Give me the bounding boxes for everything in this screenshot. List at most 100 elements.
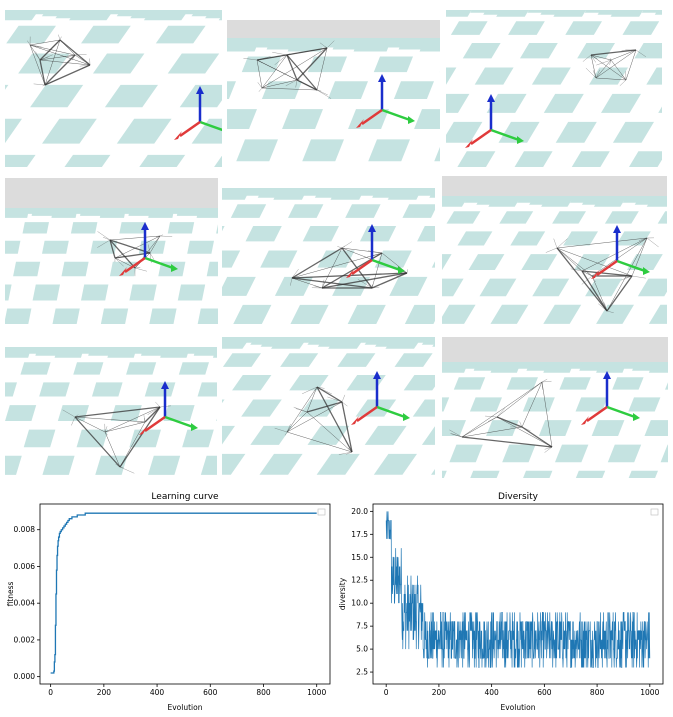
floor-tile xyxy=(197,308,218,324)
structure-cable xyxy=(619,79,627,86)
floor-tile xyxy=(260,250,298,268)
y-tick-label: 7.5 xyxy=(356,622,368,631)
y-tick-label: 17.5 xyxy=(351,530,368,539)
structure-cable xyxy=(371,286,380,289)
floor-tile xyxy=(5,347,32,358)
floor-tile xyxy=(442,470,447,478)
structure-cable xyxy=(544,446,553,453)
structure-cable xyxy=(449,429,463,438)
floor-tile xyxy=(30,84,84,108)
floor-tile xyxy=(446,93,470,113)
plot-frame xyxy=(39,503,331,685)
floor-tile xyxy=(403,375,435,391)
floor-tile xyxy=(302,139,344,162)
structure-cable xyxy=(610,58,612,61)
render-panel-9-scene xyxy=(442,337,668,478)
floor-tile xyxy=(328,337,365,349)
floor-tile xyxy=(57,405,89,421)
structure-cable xyxy=(368,250,383,254)
structure-cable xyxy=(257,82,263,89)
structure-edge xyxy=(556,247,633,277)
floor-tile xyxy=(222,425,235,445)
floor-tile xyxy=(610,10,644,17)
floor-tile xyxy=(138,240,166,254)
structure-cable xyxy=(406,269,409,274)
render-panel-7 xyxy=(5,342,217,478)
floor-tile xyxy=(203,342,217,346)
floor-tile xyxy=(73,362,104,375)
structure-cable xyxy=(581,275,593,285)
structure-edge xyxy=(39,59,46,86)
structure-cable xyxy=(321,279,325,289)
floor-tile xyxy=(236,139,278,162)
floor-tile xyxy=(129,429,161,448)
structure-edge xyxy=(306,401,343,413)
structure-cable xyxy=(81,64,91,69)
floor-tile xyxy=(345,204,381,218)
structure-cable xyxy=(519,421,523,428)
axis-z-head xyxy=(373,371,381,379)
floor-tile xyxy=(417,226,435,242)
floor-tile xyxy=(446,121,483,143)
floor-tile xyxy=(601,93,641,113)
structure-edge xyxy=(610,49,637,61)
structure-cable xyxy=(326,40,335,49)
structure-edge xyxy=(371,272,408,289)
floor-tile xyxy=(442,278,464,297)
structure-edge xyxy=(556,247,608,312)
y-tick-label: 12.5 xyxy=(351,576,368,585)
structure-edge xyxy=(29,44,91,66)
structure-cable xyxy=(27,40,31,46)
structure-cable xyxy=(590,54,598,60)
structure-cable xyxy=(496,408,505,418)
floor-tile xyxy=(385,337,423,349)
structure-cable xyxy=(147,406,161,415)
floor-tile xyxy=(488,196,522,207)
structure-cable xyxy=(295,79,298,88)
structure-edge xyxy=(44,39,61,86)
axis-gizmo xyxy=(465,94,524,148)
tensegrity-structure xyxy=(243,40,335,99)
axis-y-arrow xyxy=(144,256,174,270)
render-panel-3-scene xyxy=(446,10,662,167)
y-tick-label: 15.0 xyxy=(351,553,368,562)
floor-tile xyxy=(245,226,282,242)
structure-cable xyxy=(646,237,659,248)
floor-tile xyxy=(612,121,654,143)
axis-y-head xyxy=(398,266,405,274)
floor-tile xyxy=(402,204,435,218)
floor-tile xyxy=(468,254,505,270)
structure-edge xyxy=(286,401,343,433)
structure-edge xyxy=(371,252,383,289)
floor-tile xyxy=(514,151,553,167)
structure-cable xyxy=(549,446,553,448)
floor-tile xyxy=(450,21,488,35)
structure-edge xyxy=(541,381,553,448)
structure-cable xyxy=(256,59,263,64)
checkerboard-floor xyxy=(442,196,667,324)
floor-tile xyxy=(421,337,435,345)
axis-z-head xyxy=(487,94,495,102)
floor-tile xyxy=(76,429,109,448)
structure-edge xyxy=(316,386,343,403)
floor-tile xyxy=(42,240,69,254)
floor-tile xyxy=(442,362,469,373)
floor-tile xyxy=(20,362,51,375)
structure-edge xyxy=(286,54,318,91)
structure-edge xyxy=(606,237,648,312)
floor-tile xyxy=(628,151,662,167)
structure-cable xyxy=(545,247,558,253)
x-tick-label: 200 xyxy=(97,688,112,697)
floor-tile xyxy=(216,418,217,421)
floor-tile xyxy=(419,38,440,52)
axis-y-arrow xyxy=(381,108,411,122)
sky xyxy=(227,20,440,38)
floor-tile xyxy=(409,178,435,188)
structure-edge xyxy=(321,247,343,289)
structure-cable xyxy=(67,54,76,58)
structure-edge xyxy=(625,49,637,81)
axis-gizmo xyxy=(581,371,640,425)
axis-y-arrow xyxy=(371,258,401,272)
floor-tile xyxy=(13,261,41,277)
render-panel-1 xyxy=(5,10,222,167)
